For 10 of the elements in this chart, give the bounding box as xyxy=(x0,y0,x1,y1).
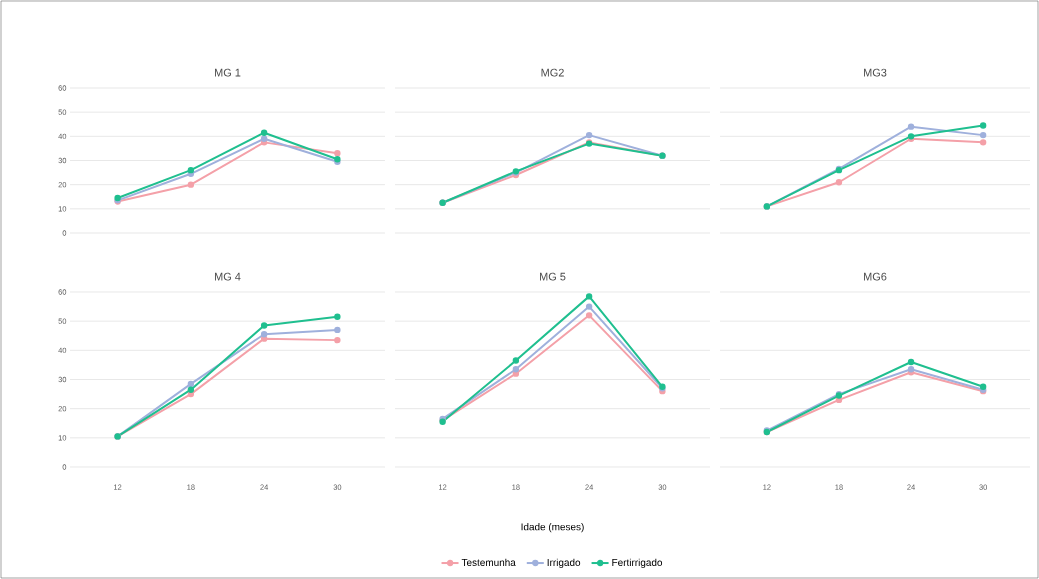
chart-title: MG 5 xyxy=(540,272,566,281)
legend-label: Fertirrigado xyxy=(612,558,663,568)
legend-label: Testemunha xyxy=(461,558,516,566)
chart-title: MG3 xyxy=(864,68,887,77)
chart-title: MG 4 xyxy=(215,272,241,281)
chart-title: MG 1 xyxy=(215,68,241,77)
chart-title: MG6 xyxy=(864,272,887,281)
legend-label: Irrigado xyxy=(547,558,581,568)
chart-title: MG2 xyxy=(541,68,564,77)
x-axis-title: Idade (meses) xyxy=(521,523,584,533)
